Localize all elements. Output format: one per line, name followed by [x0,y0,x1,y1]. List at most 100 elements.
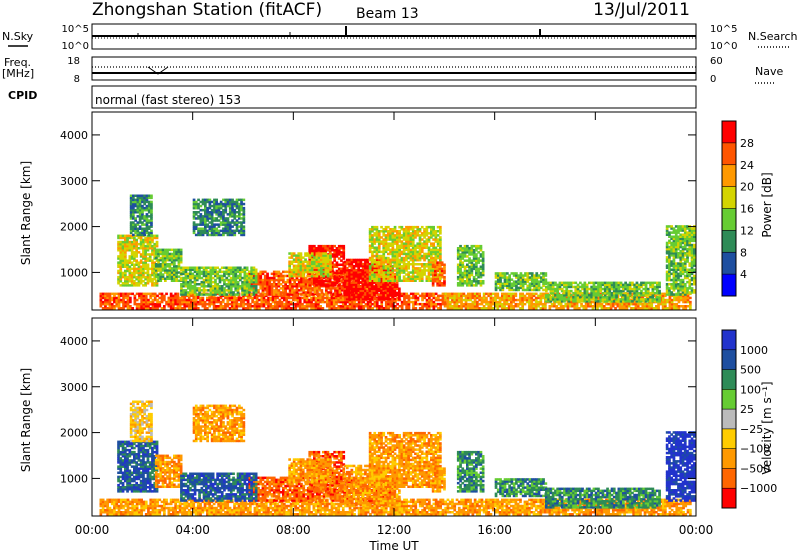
power-cell [489,298,493,302]
power-cell [220,289,224,292]
power-cell [119,236,123,240]
power-cell [178,302,182,306]
power-cell [174,307,177,310]
power-cell [227,289,231,292]
power-cell [217,206,221,210]
power-cell [119,267,123,271]
power-cell [144,263,147,266]
power-cell [99,294,103,298]
power-cell [236,291,240,294]
power-cell [380,261,383,264]
power-cell [366,300,370,304]
power-cell [416,230,420,233]
power-cell [440,263,444,266]
power-cell [128,275,132,279]
power-cell [650,305,654,308]
power-cell [328,305,331,308]
power-cell [380,302,384,306]
power-cell [434,280,437,283]
power-cell [307,298,311,302]
power-cell [359,285,363,288]
power-cell [205,285,208,288]
power-cell [246,305,250,308]
power-cell [246,294,250,298]
power-cell [322,247,325,250]
power-cell [389,244,392,247]
power-cell [327,287,330,290]
power-cell [293,289,296,292]
power-cell [443,263,446,266]
power-cell [199,221,203,224]
power-cell [460,292,463,296]
power-cell [348,269,351,272]
power-cell [240,298,243,302]
power-cell [144,255,147,258]
power-cell [262,300,266,304]
power-cell [199,227,203,230]
power-cell [148,240,152,244]
power-cell [347,289,351,292]
power-cell [99,305,103,308]
power-cell [170,269,174,272]
power-cell [300,283,303,286]
power-cell [471,305,475,308]
power-cell [430,298,433,302]
power-cell [350,297,354,301]
power-cell [317,305,320,308]
power-cell [168,269,172,272]
power-cell [416,302,420,306]
power-cell [218,270,222,274]
power-cell [193,276,197,280]
power-cell [225,276,229,280]
power-cell [420,248,424,252]
power-cell [218,285,222,288]
power-cell [150,213,153,216]
power-cell [436,248,440,252]
power-cell [430,269,433,272]
power-cell [214,291,217,294]
power-cell [340,253,343,256]
power-cell [133,240,136,244]
power-cell [173,250,176,254]
power-cell [226,305,230,308]
power-cell [436,234,440,237]
power-cell [117,261,120,264]
power-cell [212,302,216,306]
power-cell [498,302,502,306]
power-cell [216,291,219,294]
power-cell [233,294,236,298]
power-cell [373,261,377,264]
power-cell [274,302,277,306]
power-cell [370,279,374,282]
power-cell [215,200,218,204]
power-cell [334,293,337,296]
power-cell [416,273,420,276]
power-cell [512,298,515,302]
power-cell [398,279,401,282]
power-cell [250,268,253,271]
power-cell [133,253,136,256]
power-cell [364,295,367,299]
power-cell [514,294,518,298]
power-cell [148,280,152,283]
power-cell [153,282,157,285]
power-cell [288,289,292,292]
power-cell [104,300,107,304]
power-cell [139,271,143,275]
power-cell [338,274,342,278]
power-cell [285,296,288,300]
power-cell [206,229,209,233]
power-cell [250,276,253,280]
power-cell [129,225,133,228]
power-cell [132,227,135,230]
power-cell [307,302,311,306]
power-cell [344,300,347,304]
power-cell [243,280,247,284]
power-cell [460,305,463,308]
power-cell [126,234,129,238]
date-label: 13/Jul/2011 [593,0,690,20]
power-cell [361,295,365,299]
power-cell [210,204,214,208]
power-cell [223,278,226,282]
power-cell [294,298,297,302]
